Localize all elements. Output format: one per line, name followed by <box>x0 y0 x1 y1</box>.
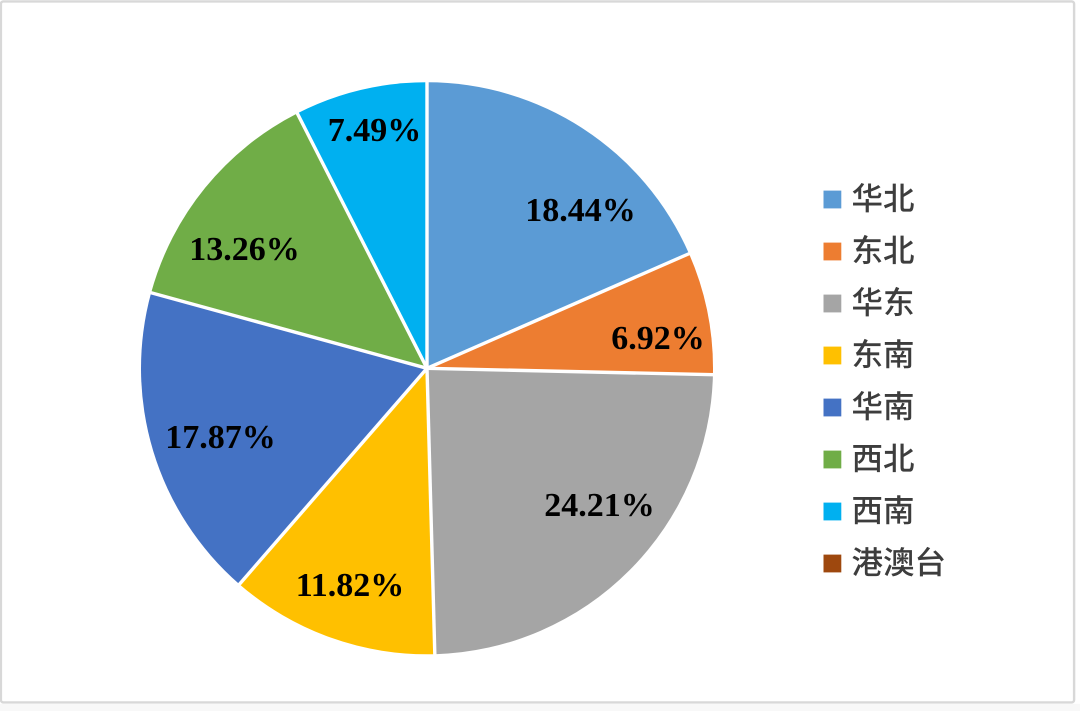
svg-text:17.87%: 17.87% <box>165 419 276 456</box>
svg-text:18.44%: 18.44% <box>525 192 636 229</box>
svg-text:6.92%: 6.92% <box>611 320 705 357</box>
svg-text:7.49%: 7.49% <box>328 112 422 149</box>
svg-text:11.82%: 11.82% <box>296 567 405 604</box>
svg-text:13.26%: 13.26% <box>189 231 300 268</box>
svg-text:24.21%: 24.21% <box>544 487 655 524</box>
